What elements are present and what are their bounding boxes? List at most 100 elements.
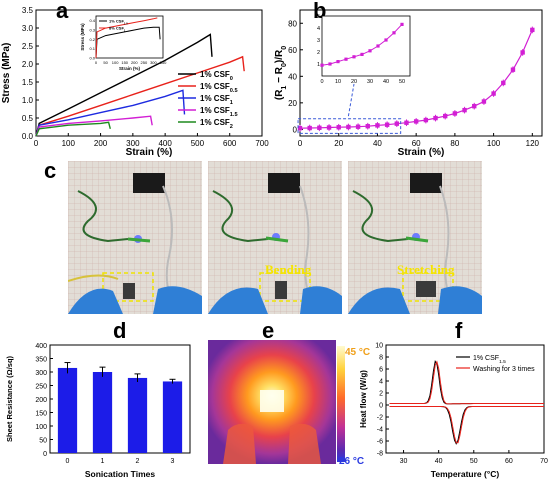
x-tick-label: 0: [298, 139, 303, 148]
y-tick-label: 3.0: [22, 24, 34, 33]
inset-x-tick-label: 300: [150, 60, 157, 65]
data-point: [346, 124, 351, 130]
inset-legend-label: 8% CSF1: [109, 26, 126, 33]
y-tick-label: -6: [377, 439, 383, 446]
panel-letter-c: c: [44, 158, 57, 183]
y-tick-label: 2.0: [22, 60, 34, 69]
x-tick-label: 0: [34, 139, 39, 148]
inset-x-tick-label: 150: [121, 60, 128, 65]
x-tick-label: 3: [171, 458, 175, 465]
inset-y-tick-label: 0.1: [89, 46, 95, 51]
x-tick-label: 0: [66, 458, 70, 465]
inset-y-tick-label: 1: [317, 62, 320, 68]
inset-frame: [95, 15, 164, 59]
inset-x-tick-label: 30: [367, 79, 373, 85]
x-tick-label: 100: [487, 139, 501, 148]
inset-data-point: [392, 31, 396, 35]
inset-x-tick-label: 40: [383, 79, 389, 85]
x-tick-label: 1: [101, 458, 105, 465]
bar: [162, 381, 183, 453]
x-tick-label: 20: [334, 139, 343, 148]
series-line: [389, 406, 544, 445]
label-stretching: Stretching: [397, 262, 455, 277]
chart-a: 0 100 200 300 400 500 600 7000.00.51.01.52.02.5…: [1, 6, 269, 158]
inset-x-tick-label: 10: [335, 79, 341, 85]
inset-data-point: [352, 55, 356, 59]
inset-series-line: [95, 17, 158, 59]
data-point: [433, 115, 438, 121]
x-tick-label: 500: [191, 139, 205, 148]
x-axis-label: Sonication Times: [85, 469, 155, 479]
plot-frame: [299, 9, 543, 137]
zoom-region-box: [297, 118, 402, 134]
data-point: [365, 123, 370, 129]
x-tick-label: 60: [412, 139, 421, 148]
photo-strip: [68, 161, 482, 314]
photo-bending-drawing: [208, 161, 342, 314]
inset-x-tick-label: 350: [160, 60, 167, 65]
data-point: [510, 67, 516, 72]
zoom-arrow: [347, 83, 355, 117]
y-tick-label: 150: [35, 411, 47, 418]
x-tick-label: 700: [255, 139, 269, 148]
inset-data-point: [384, 38, 388, 42]
y-tick-label: 10: [375, 343, 383, 350]
legend-label: 1% CSF1.5: [200, 106, 238, 118]
inset-x-tick-label: 20: [351, 79, 357, 85]
legend-label: 1% CSF0.5: [200, 82, 238, 94]
data-point: [336, 125, 341, 130]
y-tick-label: 50: [39, 438, 47, 445]
x-axis-label: Strain (%): [398, 147, 445, 158]
y-tick-label: 1.5: [22, 78, 34, 87]
series-line: [389, 360, 544, 405]
y-tick-label: 2.5: [22, 42, 34, 51]
photo-bending: [208, 161, 342, 314]
series-line: [35, 121, 111, 137]
x-tick-label: 600: [223, 139, 237, 148]
chart-f: 30 40 50 60 70 -8 -6 -4 -2 0 2 4 6 8 10 Temperature (°C…: [360, 343, 548, 480]
series-line: [35, 115, 153, 137]
y-tick-label: 4: [379, 379, 383, 386]
y-axis-label: (R1 − R0)/R0: [274, 46, 288, 100]
y-tick-label: 300: [35, 370, 47, 377]
data-point: [491, 91, 496, 96]
y-tick-label: 1.0: [22, 96, 34, 105]
inset-x-tick-label: 100: [112, 60, 119, 65]
inset-y-tick-label: 5: [317, 14, 320, 20]
y-axis-label: Stress (MPa): [1, 43, 12, 104]
y-tick-label: 400: [35, 343, 47, 350]
thermal-colorbar: [337, 346, 345, 462]
y-tick-label: 0.0: [22, 132, 34, 141]
bar: [57, 367, 78, 453]
legend-label: 1% CSF1.5: [473, 355, 506, 365]
x-axis-label: Strain (%): [126, 147, 173, 158]
y-tick-label: 250: [35, 384, 47, 391]
inset-y-tick-label: 4: [317, 26, 320, 32]
inset-y-tick-label: 0.3: [89, 28, 95, 33]
panel-letter-f: f: [455, 318, 463, 343]
series-line: [35, 55, 245, 137]
data-point: [384, 122, 390, 127]
y-tick-label: 2: [379, 391, 383, 398]
inset-data-point: [400, 22, 404, 26]
photo-stretching-drawing: [348, 161, 482, 314]
inset-x-tick-label: 200: [131, 60, 138, 65]
y-tick-label: -2: [377, 415, 383, 422]
data-point: [472, 103, 477, 109]
data-point: [394, 121, 399, 126]
legend-label: 1% CSF2: [200, 118, 233, 130]
inset-data-point: [320, 63, 324, 67]
y-tick-label: 6: [379, 367, 383, 374]
inset-y-tick-label: 0.4: [89, 18, 95, 23]
inset-y-tick-label: 2: [317, 50, 320, 56]
panel-letter-a: a: [56, 0, 69, 23]
x-tick-label: 80: [450, 139, 459, 148]
y-axis-label: Heat flow (W/g): [360, 370, 368, 428]
data-point: [501, 80, 506, 86]
y-tick-label: 100: [35, 424, 47, 431]
x-tick-label: 70: [540, 458, 548, 465]
y-tick-label: 8: [379, 355, 383, 362]
y-tick-label: 40: [288, 72, 297, 81]
